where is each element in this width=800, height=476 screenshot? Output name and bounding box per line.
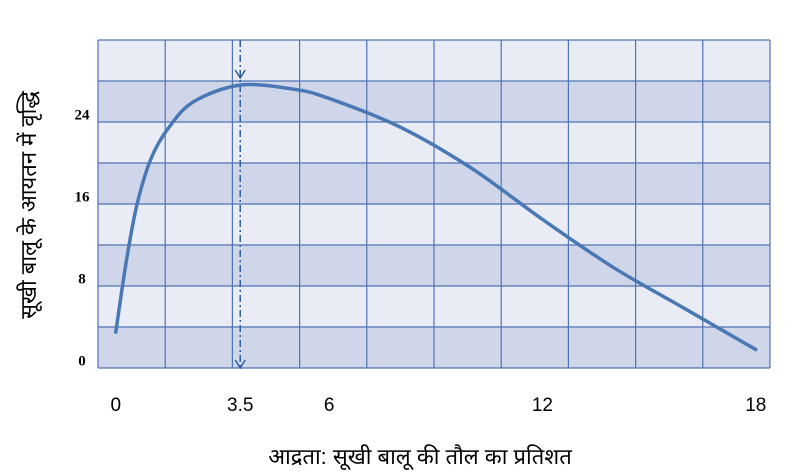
x-axis-title: आद्रता: सूखी बालू की तौल का प्रतिशत — [268, 444, 572, 471]
x-tick-label: 18 — [745, 395, 766, 416]
y-axis-title: सूखी बालू के आयतन में वृद्धि — [16, 91, 43, 319]
y-tick-label: 24 — [75, 107, 91, 123]
data-line — [114, 82, 758, 352]
marker-arrow — [234, 69, 246, 80]
y-tick-label: 8 — [78, 271, 86, 287]
y-tick-label: 0 — [78, 353, 86, 369]
x-tick-label: 12 — [532, 395, 553, 416]
y-tick-label: 16 — [75, 189, 91, 205]
x-tick-label: 0 — [110, 395, 121, 416]
x-tick-label: 6 — [324, 395, 335, 416]
marker-arrow — [234, 359, 246, 370]
x-tick-label: 3.5 — [227, 395, 253, 416]
